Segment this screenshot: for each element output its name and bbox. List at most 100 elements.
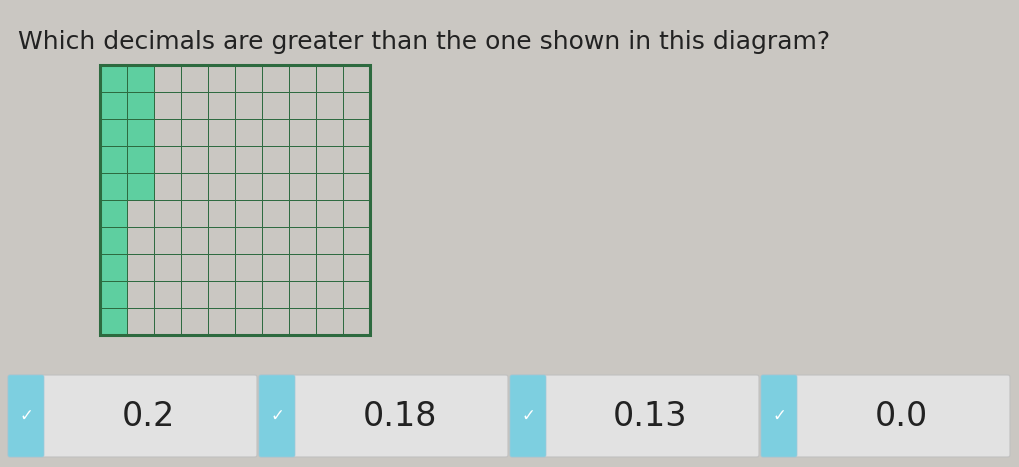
Bar: [127, 281, 154, 308]
Bar: [234, 65, 262, 92]
Bar: [288, 92, 316, 119]
Bar: [154, 92, 180, 119]
Bar: [316, 146, 342, 173]
Bar: [154, 254, 180, 281]
Bar: [154, 119, 180, 146]
Bar: [100, 254, 127, 281]
Bar: [288, 119, 316, 146]
Bar: [262, 281, 288, 308]
Bar: [288, 308, 316, 335]
Bar: [262, 254, 288, 281]
Bar: [100, 200, 127, 227]
Bar: [262, 146, 288, 173]
Bar: [208, 173, 234, 200]
Bar: [234, 254, 262, 281]
FancyBboxPatch shape: [8, 375, 44, 457]
Text: 0.0: 0.0: [874, 399, 927, 432]
Bar: [208, 281, 234, 308]
Bar: [316, 65, 342, 92]
Bar: [234, 308, 262, 335]
Bar: [180, 146, 208, 173]
Bar: [342, 92, 370, 119]
Bar: [316, 308, 342, 335]
Bar: [180, 227, 208, 254]
Text: 0.2: 0.2: [121, 399, 175, 432]
Text: ✓: ✓: [771, 407, 786, 425]
Bar: [342, 173, 370, 200]
FancyBboxPatch shape: [510, 375, 758, 457]
Bar: [262, 200, 288, 227]
Bar: [154, 308, 180, 335]
Bar: [316, 200, 342, 227]
FancyBboxPatch shape: [259, 375, 294, 457]
Bar: [100, 92, 127, 119]
Bar: [316, 227, 342, 254]
Bar: [342, 146, 370, 173]
Bar: [208, 92, 234, 119]
Bar: [342, 119, 370, 146]
Bar: [316, 281, 342, 308]
Bar: [208, 308, 234, 335]
Bar: [180, 281, 208, 308]
Bar: [154, 281, 180, 308]
Bar: [127, 146, 154, 173]
Bar: [100, 65, 127, 92]
Bar: [208, 119, 234, 146]
Text: ✓: ✓: [19, 407, 33, 425]
FancyBboxPatch shape: [259, 375, 507, 457]
Bar: [342, 200, 370, 227]
FancyBboxPatch shape: [760, 375, 1009, 457]
Bar: [154, 200, 180, 227]
Bar: [180, 200, 208, 227]
Bar: [127, 227, 154, 254]
Bar: [180, 92, 208, 119]
Bar: [208, 200, 234, 227]
Bar: [262, 308, 288, 335]
Bar: [262, 227, 288, 254]
Bar: [180, 254, 208, 281]
Bar: [154, 173, 180, 200]
Bar: [342, 281, 370, 308]
Bar: [127, 173, 154, 200]
Bar: [100, 308, 127, 335]
Bar: [342, 227, 370, 254]
Bar: [316, 254, 342, 281]
Text: Which decimals are greater than the one shown in this diagram?: Which decimals are greater than the one …: [18, 30, 829, 54]
Text: ✓: ✓: [521, 407, 534, 425]
Bar: [180, 173, 208, 200]
Bar: [316, 92, 342, 119]
Bar: [234, 146, 262, 173]
Bar: [234, 281, 262, 308]
Bar: [288, 281, 316, 308]
Bar: [262, 65, 288, 92]
Bar: [127, 308, 154, 335]
Bar: [100, 227, 127, 254]
Bar: [127, 119, 154, 146]
Bar: [262, 92, 288, 119]
Bar: [234, 92, 262, 119]
Bar: [234, 227, 262, 254]
Text: 0.18: 0.18: [362, 399, 436, 432]
Bar: [127, 200, 154, 227]
Bar: [127, 92, 154, 119]
FancyBboxPatch shape: [8, 375, 257, 457]
FancyBboxPatch shape: [760, 375, 796, 457]
Text: 0.13: 0.13: [612, 399, 687, 432]
Bar: [100, 119, 127, 146]
Bar: [208, 146, 234, 173]
Bar: [234, 173, 262, 200]
Bar: [342, 65, 370, 92]
Bar: [288, 173, 316, 200]
Bar: [208, 227, 234, 254]
Bar: [154, 65, 180, 92]
Bar: [180, 65, 208, 92]
Bar: [262, 173, 288, 200]
Bar: [342, 254, 370, 281]
Bar: [262, 119, 288, 146]
Text: ✓: ✓: [270, 407, 283, 425]
Bar: [288, 227, 316, 254]
Bar: [100, 65, 370, 335]
Bar: [288, 146, 316, 173]
Bar: [180, 308, 208, 335]
Bar: [100, 281, 127, 308]
